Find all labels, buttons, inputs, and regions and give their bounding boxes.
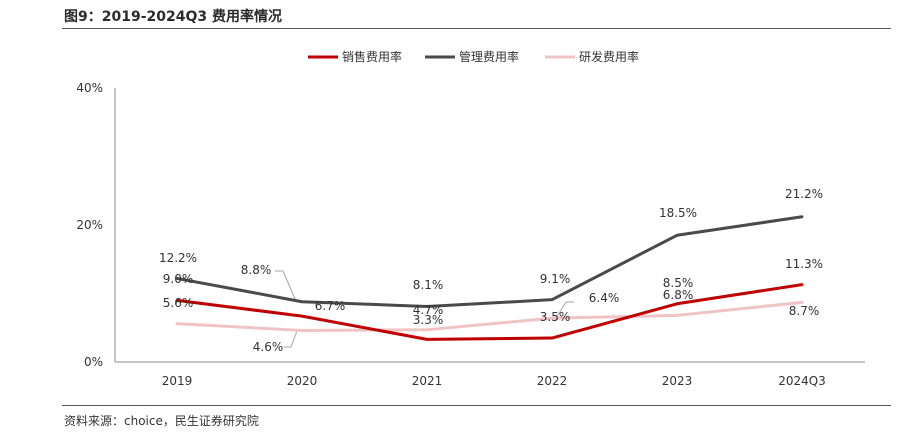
data-label: 12.2%	[159, 251, 197, 265]
x-tick-label: 2019	[162, 374, 193, 388]
data-label: 18.5%	[659, 206, 697, 220]
data-label: 5.6%	[163, 296, 194, 310]
series-line-1	[175, 215, 804, 309]
x-tick-label: 2024Q3	[778, 374, 826, 388]
legend-label: 管理费用率	[459, 49, 519, 64]
data-label: 4.7%	[413, 303, 444, 317]
title-rule	[62, 28, 891, 29]
data-labels: 9.0% 6.7% 3.3% 3.5% 8.5% 11.3% 12.2% 8.8% 8.1% 9.…	[159, 187, 823, 354]
data-label: 3.3%	[413, 313, 444, 327]
leader-line	[284, 330, 298, 348]
data-label: 6.7%	[315, 299, 346, 313]
data-label: 3.5%	[540, 310, 571, 324]
data-label: 9.1%	[540, 272, 571, 286]
leader-lines	[275, 270, 574, 348]
x-tick-label: 2021	[412, 374, 443, 388]
series-line-2	[175, 300, 804, 332]
y-tick-label: 20%	[76, 218, 103, 232]
data-label: 11.3%	[785, 257, 823, 271]
series-lines	[175, 215, 804, 341]
data-label: 8.1%	[413, 278, 444, 292]
y-tick-label: 40%	[76, 81, 103, 95]
data-label: 4.6%	[253, 340, 284, 354]
data-label: 9.0%	[163, 272, 194, 286]
x-tick-label: 2022	[537, 374, 568, 388]
data-label: 6.4%	[589, 291, 620, 305]
data-label: 8.5%	[663, 276, 694, 290]
source-note: 资料来源：choice，民生证券研究院	[64, 414, 259, 428]
data-label: 8.8%	[241, 263, 272, 277]
series-line-0	[175, 283, 804, 341]
footer-rule	[62, 405, 891, 406]
axes: 0% 20% 40% 2019 2020 2021 2022 2023 2024Q3	[76, 81, 865, 388]
leader-line	[275, 270, 297, 302]
leader-line	[555, 301, 574, 319]
data-label: 6.8%	[663, 288, 694, 302]
chart-title: 图9：2019-2024Q3 费用率情况	[64, 9, 282, 25]
data-label: 21.2%	[785, 187, 823, 201]
legend-label: 销售费用率	[342, 49, 402, 64]
x-tick-label: 2020	[287, 374, 318, 388]
y-tick-label: 0%	[84, 355, 103, 369]
x-tick-label: 2023	[662, 374, 693, 388]
legend: 销售费用率 管理费用率 研发费用率	[308, 49, 639, 64]
data-label: 8.7%	[789, 304, 820, 318]
legend-label: 研发费用率	[579, 49, 639, 64]
